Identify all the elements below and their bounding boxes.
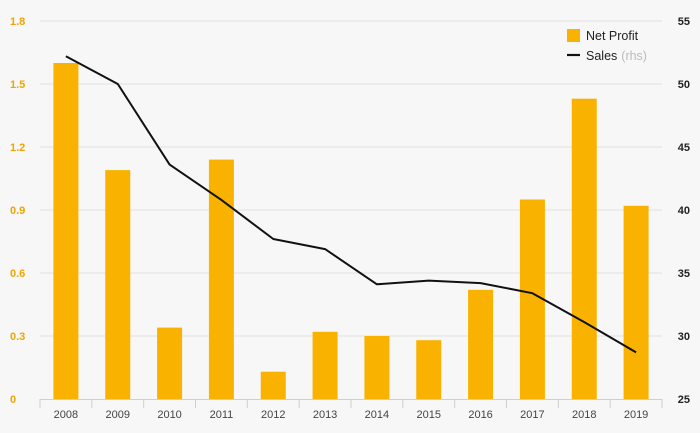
legend-label-sales: Sales (rhs) bbox=[586, 49, 647, 63]
x-tick-label: 2012 bbox=[261, 409, 285, 421]
x-tick-label: 2017 bbox=[520, 409, 544, 421]
x-axis: 2008 2009 2010 2011 2012 2013 2014 2015 2016 2017… bbox=[39, 399, 663, 421]
right-tick-label: 50 bbox=[678, 79, 690, 91]
left-tick-label: 0 bbox=[10, 394, 16, 406]
right-tick-label: 40 bbox=[678, 205, 690, 217]
bar-net-profit bbox=[53, 63, 79, 399]
legend-label-net-profit: Net Profit bbox=[586, 29, 639, 43]
left-tick-label: 0.3 bbox=[10, 331, 25, 343]
sales-line-group bbox=[65, 55, 637, 354]
legend: Net Profit Sales (rhs) bbox=[567, 29, 647, 63]
bar-net-profit bbox=[105, 170, 131, 399]
x-tick-label: 2010 bbox=[157, 409, 181, 421]
bar-net-profit bbox=[260, 371, 286, 399]
right-axis: 25 30 35 40 45 50 55 bbox=[678, 16, 690, 406]
x-tick-label: 2018 bbox=[572, 409, 596, 421]
bar-net-profit bbox=[208, 159, 234, 399]
right-tick-label: 35 bbox=[678, 268, 690, 280]
left-tick-label: 1.8 bbox=[10, 16, 25, 28]
right-tick-label: 25 bbox=[678, 394, 690, 406]
left-tick-label: 1.5 bbox=[10, 79, 25, 91]
x-tick-label: 2019 bbox=[624, 409, 648, 421]
x-tick-label: 2009 bbox=[106, 409, 130, 421]
bar-net-profit bbox=[416, 340, 442, 399]
legend-label-sales-name: Sales bbox=[586, 49, 617, 63]
x-tick-label: 2011 bbox=[210, 409, 234, 421]
x-tick-label: 2008 bbox=[54, 409, 78, 421]
legend-swatch-net-profit bbox=[567, 29, 580, 42]
sales-line bbox=[65, 55, 637, 354]
legend-label-sales-suffix: (rhs) bbox=[621, 49, 647, 63]
x-tick-label: 2013 bbox=[313, 409, 337, 421]
bar-net-profit bbox=[312, 331, 338, 399]
bar-net-profit bbox=[468, 289, 494, 399]
right-tick-label: 55 bbox=[678, 16, 690, 28]
right-tick-label: 45 bbox=[678, 142, 690, 154]
bar-net-profit bbox=[623, 205, 649, 399]
right-tick-label: 30 bbox=[678, 331, 690, 343]
left-tick-label: 1.2 bbox=[10, 142, 25, 154]
bar-net-profit bbox=[519, 199, 545, 399]
left-axis: 0 0.3 0.6 0.9 1.2 1.5 1.8 bbox=[10, 16, 25, 406]
bar-net-profit bbox=[157, 327, 183, 399]
gridlines bbox=[40, 20, 662, 337]
left-tick-label: 0.9 bbox=[10, 205, 25, 217]
bar-net-profit bbox=[571, 98, 597, 399]
left-tick-label: 0.6 bbox=[10, 268, 25, 280]
x-tick-label: 2015 bbox=[417, 409, 441, 421]
x-tick-label: 2016 bbox=[468, 409, 492, 421]
profit-bars bbox=[53, 63, 649, 399]
x-tick-label: 2014 bbox=[365, 409, 389, 421]
bar-net-profit bbox=[364, 336, 390, 399]
